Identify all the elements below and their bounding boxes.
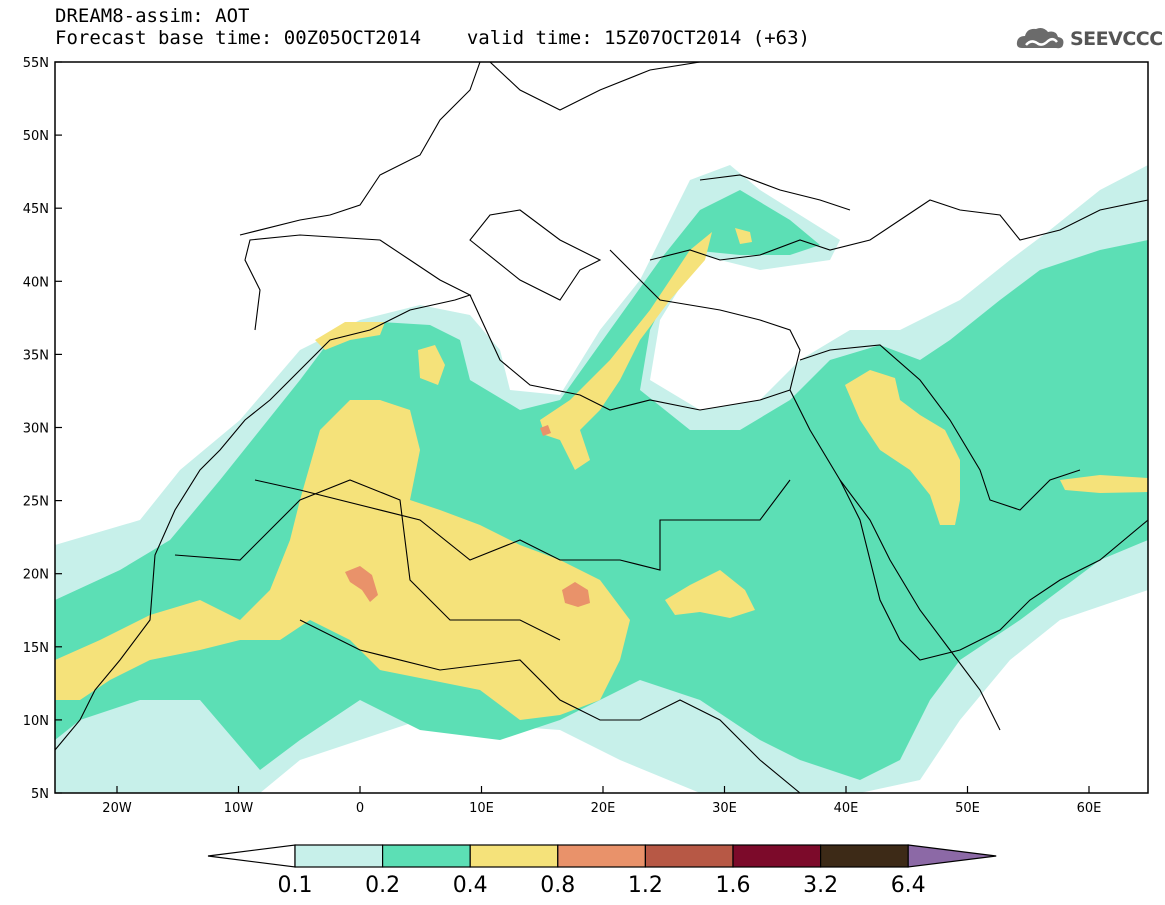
colorbar-swatch [469, 844, 559, 868]
aot-band-0-4 [735, 228, 752, 244]
lon-label: 0 [356, 801, 364, 816]
aot-band-0-4 [845, 370, 960, 525]
colorbar-label: 6.4 [891, 873, 926, 898]
aot-field [55, 62, 1148, 793]
lat-label: 30N [23, 422, 49, 437]
logo-text: SEEVCCC [1070, 28, 1163, 50]
aot-band-0-4 [315, 322, 385, 350]
aot-band-0-4 [418, 345, 445, 385]
lat-label: 45N [23, 202, 49, 217]
aot-band-0-4 [55, 400, 630, 720]
colorbar-label: 3.2 [803, 873, 838, 898]
lat-label: 25N [23, 495, 49, 510]
aot-band-0-4 [540, 232, 712, 470]
colorbar-swatch [294, 844, 384, 868]
aot-band-0-4 [1060, 475, 1148, 493]
colorbar-label: 0.4 [453, 873, 488, 898]
colorbar-max-arrow [907, 844, 997, 868]
lat-label: 55N [23, 56, 49, 71]
colorbar-swatch [644, 844, 734, 868]
colorbar-label: 0.1 [278, 873, 313, 898]
lat-label: 50N [23, 129, 49, 144]
lat-label: 40N [23, 275, 49, 290]
colorbar-swatch [732, 844, 822, 868]
map-title: DREAM8-assim: AOT [55, 5, 250, 27]
aot-band-0-8 [562, 582, 590, 607]
colorbar-label: 0.8 [540, 873, 575, 898]
colorbar-swatch [819, 844, 909, 868]
colorbar-label: 0.2 [365, 873, 400, 898]
aot-band-0-4 [665, 570, 755, 618]
forecast-times: Forecast base time: 00Z05OCT2014 valid t… [55, 28, 810, 48]
lat-label: 5N [31, 787, 49, 802]
lon-label: 50E [955, 801, 980, 816]
lat-label: 10N [23, 714, 49, 729]
lon-label: 20E [591, 801, 616, 816]
cloud-icon [1016, 28, 1064, 49]
lat-label: 15N [23, 641, 49, 656]
latitude-axis: 55N 50N 45N 40N 35N 30N 25N 20N 15N 10N 5N [23, 56, 62, 802]
valid-time: valid time: 15Z07OCT2014 (+63) [466, 27, 810, 49]
lon-label: 10E [469, 801, 494, 816]
lon-label: 20W [102, 801, 132, 816]
aot-band-0-8 [345, 566, 378, 602]
lat-label: 20N [23, 568, 49, 583]
colorbar-swatch [382, 844, 471, 868]
colorbar-swatches [207, 844, 997, 868]
lon-label: 40E [834, 801, 859, 816]
colorbar-min-arrow [207, 844, 296, 868]
lon-label: 30E [712, 801, 737, 816]
coastlines [55, 62, 1148, 793]
base-time: Forecast base time: 00Z05OCT2014 [55, 27, 422, 49]
colorbar-label: 1.2 [628, 873, 663, 898]
colorbar-label: 1.6 [716, 873, 751, 898]
colorbar-labels: 0.1 0.2 0.4 0.8 1.2 1.6 3.2 6.4 [278, 873, 926, 898]
aot-band-0-2 [55, 190, 1148, 780]
lat-label: 35N [23, 348, 49, 363]
colorbar-swatch [557, 844, 646, 868]
aot-band-0-8 [540, 425, 551, 436]
lon-label: 60E [1077, 801, 1102, 816]
seevccc-logo: SEEVCCC [1016, 22, 1163, 56]
lon-label: 10W [224, 801, 254, 816]
longitude-axis: 20W 10W 0 10E 20E 30E 40E 50E 60E [102, 786, 1101, 816]
